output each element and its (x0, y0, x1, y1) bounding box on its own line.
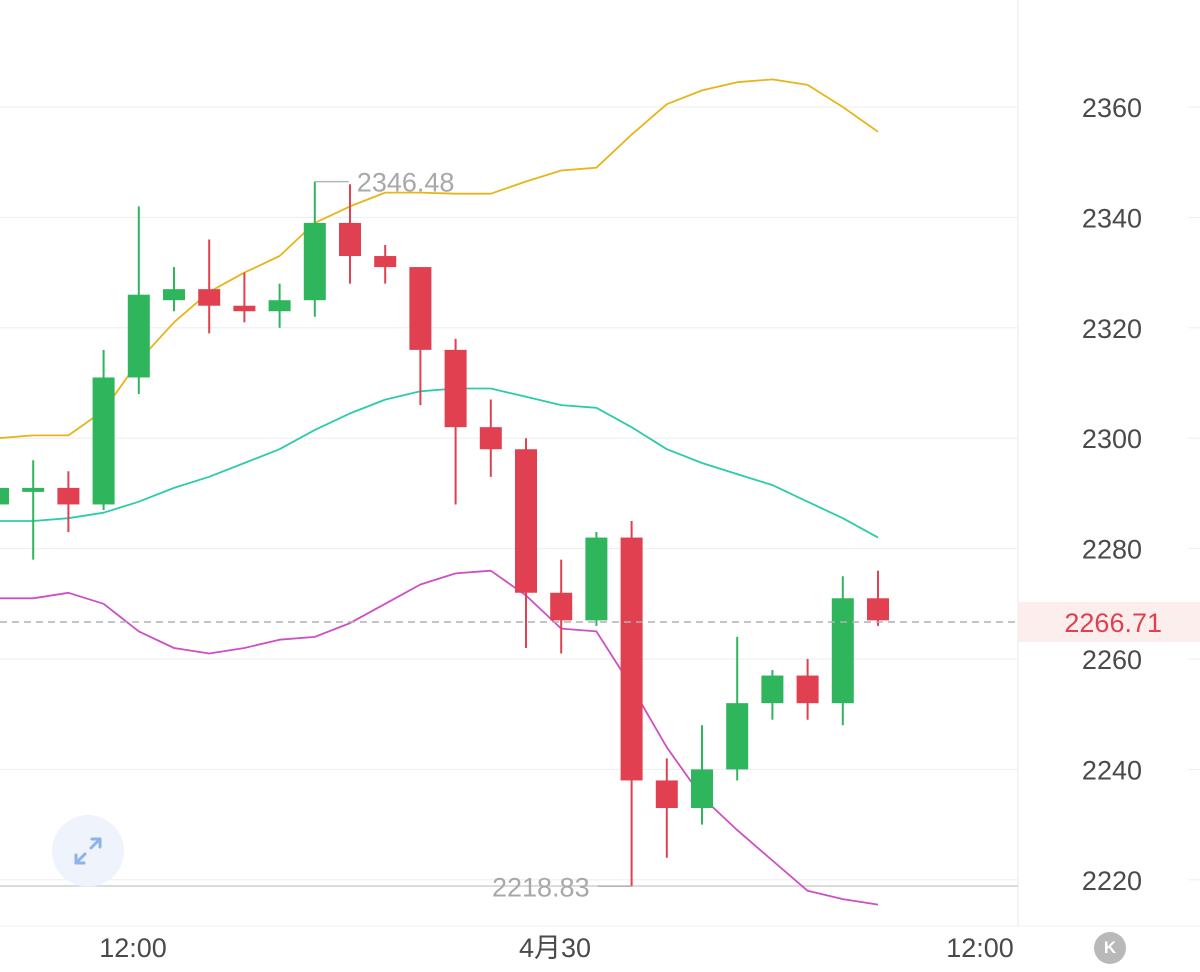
candle-up (268, 283, 291, 328)
candle-body (444, 349, 467, 428)
candle-up (0, 487, 9, 505)
candle-body (515, 449, 537, 593)
candle-body (303, 222, 326, 301)
middle-band-line (0, 387, 879, 539)
candle-body (726, 703, 749, 770)
low-annotation: 2218.83 (492, 872, 590, 902)
candles (0, 181, 889, 887)
candle-up (831, 576, 854, 726)
lower-band-line (0, 569, 879, 906)
candle-down (655, 758, 678, 858)
candle-body (655, 780, 678, 809)
candle-up (585, 532, 608, 626)
annotations: 2346.48 2218.83 (314, 168, 632, 902)
time-tick-label: 12:00 (946, 933, 1014, 963)
candle-up (127, 206, 150, 395)
candle-down (867, 570, 889, 626)
candle-up (726, 636, 749, 781)
candle-up (303, 181, 326, 317)
last-price-label-bg (1018, 601, 1200, 642)
time-tick-label: 4月30 (519, 933, 591, 963)
candle-body (550, 592, 573, 621)
candle-body (620, 537, 643, 781)
candle-down (444, 338, 467, 505)
bollinger-bands (0, 78, 879, 906)
last-price-marker: 2266.71 (0, 601, 1200, 642)
candle-body (479, 427, 502, 450)
expand-button[interactable] (52, 815, 124, 887)
candle-body (127, 294, 150, 378)
candle-body (691, 769, 713, 809)
candle-down (233, 272, 256, 323)
candle-down (796, 659, 819, 720)
candle-body (57, 487, 80, 505)
candle-down (57, 471, 80, 533)
candle-up (691, 725, 713, 825)
candle-body (831, 598, 854, 704)
candle-up (163, 267, 185, 312)
candle-body (796, 675, 819, 704)
candle-body (374, 256, 397, 268)
time-tick-label: 12:00 (99, 933, 167, 963)
candle-body (761, 675, 784, 704)
k-reset-label: K (1103, 938, 1117, 957)
time-axis: 12:00 4月30 12:00 (99, 933, 1014, 963)
expand-arrows-icon (74, 837, 102, 865)
price-tick-label: 2280 (1082, 535, 1142, 565)
candle-body (198, 289, 221, 306)
candle-body (867, 598, 889, 621)
price-tick-label: 2320 (1082, 314, 1142, 344)
price-axis: 2360 2340 2320 2300 2280 2260 2240 2220 (1082, 93, 1142, 896)
last-price-label: 2266.71 (1064, 608, 1162, 638)
price-tick-label: 2360 (1082, 93, 1142, 123)
candle-down (374, 245, 397, 284)
price-tick-label: 2300 (1082, 424, 1142, 454)
candle-body (22, 487, 45, 492)
price-tick-label: 2240 (1082, 755, 1142, 785)
k-reset-button[interactable]: K (1094, 932, 1126, 964)
candle-up (22, 460, 45, 560)
candle-up (761, 670, 784, 720)
candle-body (0, 487, 9, 505)
candle-body (233, 305, 256, 312)
candle-body (163, 289, 185, 301)
price-tick-label: 2220 (1082, 866, 1142, 896)
price-tick-label: 2340 (1082, 203, 1142, 233)
grid-lines (0, 0, 1200, 927)
candle-down (620, 521, 643, 887)
high-annotation: 2346.48 (357, 168, 455, 198)
candle-down (515, 438, 537, 648)
candle-body (339, 222, 361, 257)
candle-down (479, 399, 502, 477)
candle-down (550, 559, 573, 654)
candle-up (92, 349, 115, 510)
candle-body (585, 537, 608, 621)
candle-body (268, 300, 291, 312)
price-tick-label: 2260 (1082, 645, 1142, 675)
candle-down (409, 267, 432, 406)
upper-band-line (0, 78, 879, 439)
candle-down (339, 184, 361, 284)
candle-body (409, 267, 432, 350)
candle-body (92, 377, 115, 505)
candle-down (198, 239, 221, 334)
